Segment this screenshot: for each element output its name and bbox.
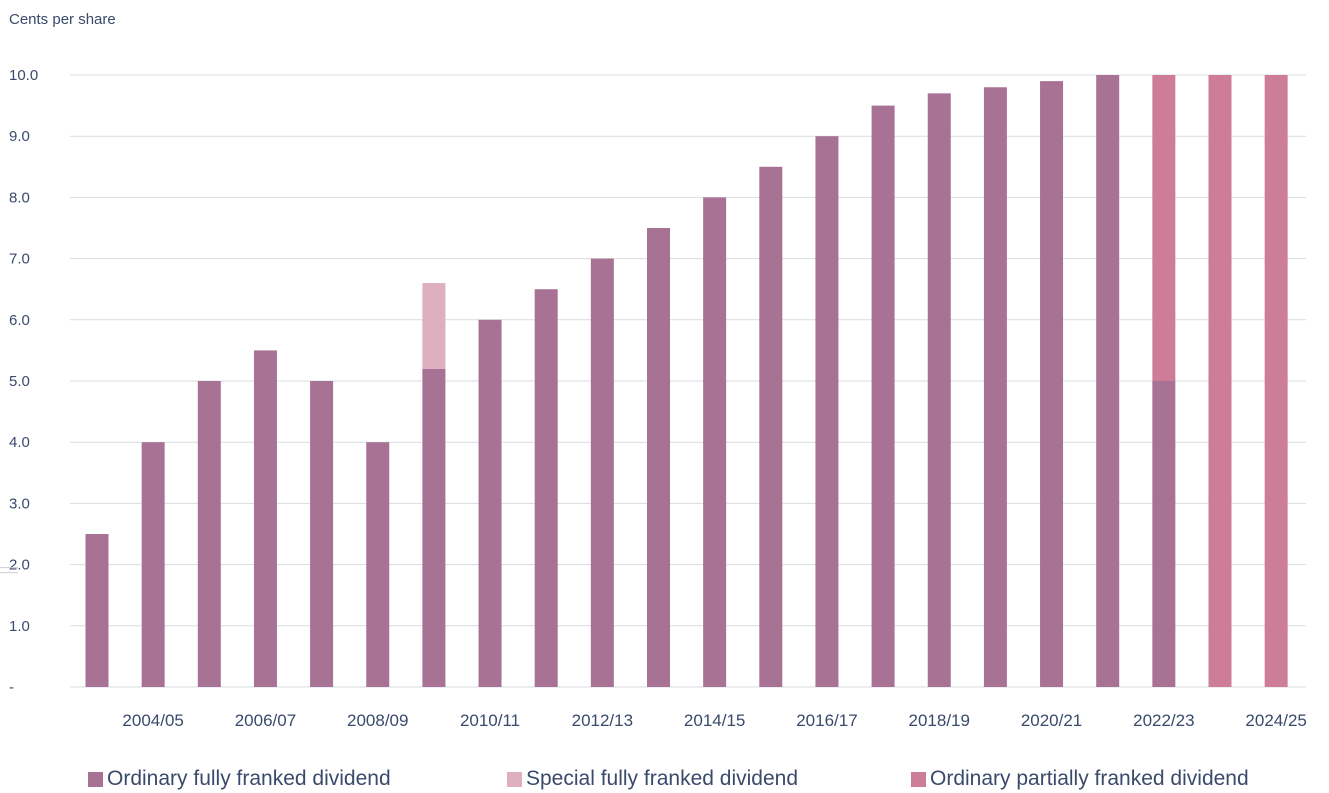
x-tick-label: 2018/19 xyxy=(909,711,970,730)
y-tick-label: 3.0 xyxy=(9,495,30,512)
bar-2011/12-series-0 xyxy=(534,289,558,687)
legend-swatch-special-fully-franked xyxy=(507,771,522,787)
x-tick-label: 2014/15 xyxy=(684,711,745,730)
bar-2023/24-series-2 xyxy=(1208,75,1232,687)
bar-2024/25-series-2 xyxy=(1264,75,1288,687)
x-tick-label: 2020/21 xyxy=(1021,711,1082,730)
bar-2009/10-series-1 xyxy=(422,283,446,369)
bar-2020/21-series-0 xyxy=(1040,81,1064,688)
legend-item-ordinary-partially-franked: Ordinary partially franked dividend xyxy=(911,767,1249,791)
legend-swatch-ordinary-fully-franked xyxy=(88,771,103,787)
y-tick-label: - xyxy=(9,679,14,696)
bar-2014/15-series-0 xyxy=(703,197,727,687)
bar-2009/10-series-0 xyxy=(422,368,446,687)
bar-2005/06-series-0 xyxy=(197,381,221,687)
bar-2008/09-series-0 xyxy=(366,442,390,687)
bar-2018/19-series-0 xyxy=(927,93,951,688)
x-tick-label: 2016/17 xyxy=(796,711,857,730)
y-tick-label: 8.0 xyxy=(9,189,30,206)
legend-label-ordinary-partially-franked: Ordinary partially franked dividend xyxy=(930,767,1249,790)
bar-2016/17-series-0 xyxy=(815,136,839,687)
x-tick-label: 2006/07 xyxy=(235,711,296,730)
x-tick-label: 2004/05 xyxy=(122,711,183,730)
bar-2021/22-series-0 xyxy=(1096,75,1120,687)
x-tick-label: 2012/13 xyxy=(572,711,633,730)
legend-label-ordinary-fully-franked: Ordinary fully franked dividend xyxy=(107,767,391,790)
legend-item-ordinary-fully-franked: Ordinary fully franked dividend xyxy=(88,767,391,791)
bar-2022/23-series-0 xyxy=(1152,381,1176,687)
bar-2012/13-series-0 xyxy=(590,258,614,687)
bar-2015/16-series-0 xyxy=(759,166,783,688)
bar-2017/18-series-0 xyxy=(871,105,895,688)
y-tick-label: 10.0 xyxy=(9,67,38,84)
bar-2006/07-series-0 xyxy=(253,350,277,687)
x-tick-label: 2008/09 xyxy=(347,711,408,730)
y-tick-label: 1.0 xyxy=(9,618,30,635)
bar-2010/11-series-0 xyxy=(478,319,502,687)
legend: Ordinary fully franked dividend Special … xyxy=(0,767,1329,793)
x-tick-label: 2022/23 xyxy=(1133,711,1194,730)
y-tick-label: 5.0 xyxy=(9,373,30,390)
bar-2007/08-series-0 xyxy=(310,381,334,687)
chart-plot: - 1.0 2.0 3.0 4.0 5.0 6.0 7.0 8.0 9.0 10.0 2004/05 2… xyxy=(0,67,1307,730)
y-tick-label: 2.0 xyxy=(9,557,30,574)
x-tick-label: 2010/11 xyxy=(460,711,520,730)
x-tick-label: 2024/25 xyxy=(1245,711,1306,730)
bar-2003/04-series-0 xyxy=(85,534,109,687)
y-axis-label: Cents per share xyxy=(9,11,116,28)
y-tick-label: 9.0 xyxy=(9,128,30,145)
y-tick-label: 4.0 xyxy=(9,434,30,451)
bar-2022/23-series-2 xyxy=(1152,75,1176,381)
y-tick-label: 7.0 xyxy=(9,251,30,268)
bar-2019/20-series-0 xyxy=(983,87,1007,688)
legend-label-special-fully-franked: Special fully franked dividend xyxy=(526,767,798,790)
bar-2004/05-series-0 xyxy=(141,442,165,687)
y-tick-label: 6.0 xyxy=(9,312,30,329)
legend-item-special-fully-franked: Special fully franked dividend xyxy=(507,767,798,791)
legend-swatch-ordinary-partially-franked xyxy=(911,771,926,787)
bar-2013/14-series-0 xyxy=(647,228,670,687)
